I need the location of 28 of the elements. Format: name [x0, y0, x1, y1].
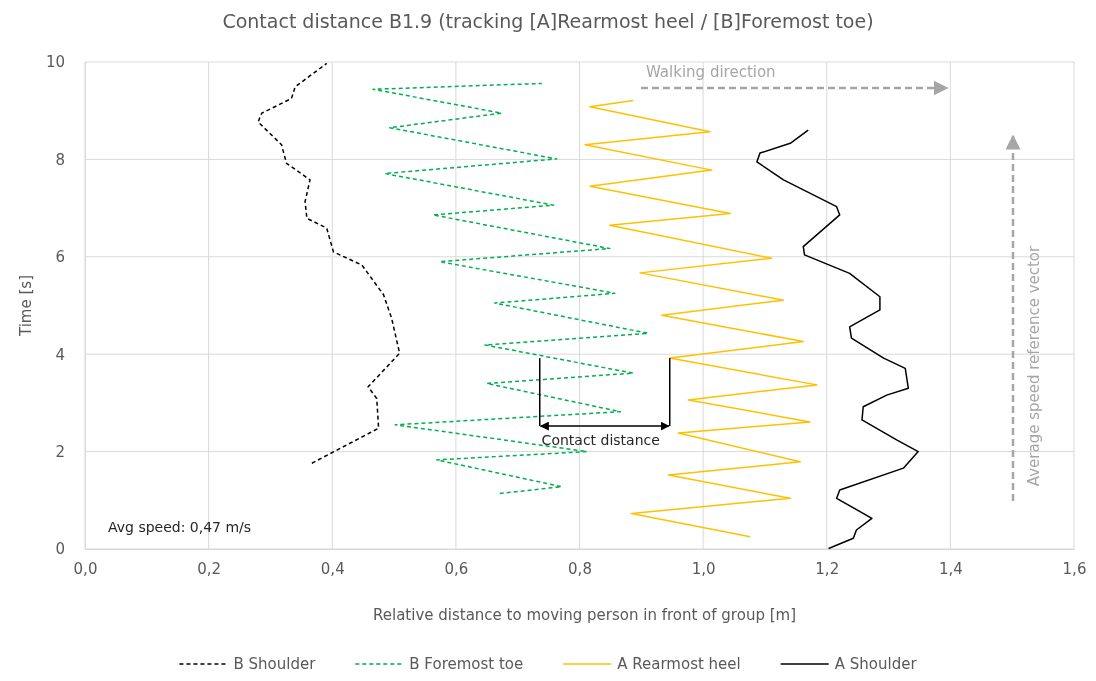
x-tick-label: 1,4 — [938, 559, 963, 578]
y-tick-label: 4 — [55, 345, 65, 364]
annotation: Avg speed: 0,47 m/s — [108, 519, 252, 535]
y-axis-title: Time [s] — [17, 275, 35, 337]
x-tick-label: 1,2 — [815, 559, 840, 578]
legend-label: B Foremost toe — [409, 655, 524, 673]
annotation: Contact distance — [541, 432, 660, 449]
x-axis-title: Relative distance to moving person in front of group [m] — [373, 606, 796, 624]
line-series — [257, 62, 401, 465]
x-tick-label: 0,4 — [320, 559, 345, 578]
y-tick-label: 10 — [45, 53, 65, 72]
x-tick-label: 0,6 — [444, 559, 469, 578]
x-tick-label: 1,0 — [691, 559, 716, 578]
legend-label: A Rearmost heel — [617, 655, 741, 673]
annotation: Average speed reference vector — [1025, 244, 1043, 487]
x-tick-label: 0,0 — [73, 559, 98, 578]
y-tick-label: 2 — [55, 442, 65, 461]
x-tick-label: 0,8 — [568, 559, 592, 578]
y-tick-label: 6 — [55, 248, 65, 267]
x-tick-label: 1,6 — [1062, 559, 1087, 578]
legend-label: A Shoulder — [834, 655, 918, 673]
legend-label: B Shoulder — [233, 655, 317, 673]
chart-title: Contact distance B1.9 (tracking [A]Rearmost heel / [B]Foremost toe) — [222, 10, 874, 32]
y-tick-label: 8 — [55, 150, 65, 169]
y-tick-label: 0 — [55, 540, 65, 559]
annotation: Walking direction — [646, 63, 776, 81]
x-tick-label: 0,2 — [197, 559, 222, 578]
line-series — [756, 129, 919, 550]
